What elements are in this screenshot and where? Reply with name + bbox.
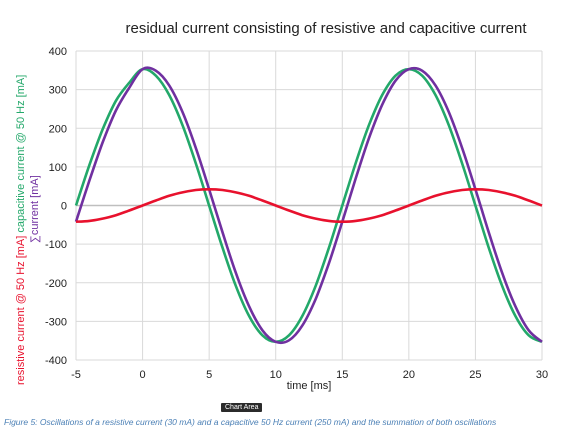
y-label-sum: ∑current [mA] xyxy=(29,175,41,243)
series-capacitive-line xyxy=(74,67,543,344)
y-tick-label: -200 xyxy=(45,278,67,290)
series-resistive-line xyxy=(75,188,543,223)
chart[interactable]: residual current consisting of resistive… xyxy=(0,0,586,400)
x-tick-label: 20 xyxy=(403,369,415,381)
x-axis-ticks: -5 0 5 10 15 20 25 30 xyxy=(71,369,548,381)
y-axis-ticks: -400 -300 -200 -100 0 100 200 300 400 xyxy=(45,46,67,367)
y-axis-label: resistive current @ 50 Hz [mA] capacitiv… xyxy=(15,75,41,385)
y-axis-label-main: resistive current @ 50 Hz [mA] capacitiv… xyxy=(15,75,27,385)
y-label-capacitive: capacitive current @ 50 Hz [mA] xyxy=(15,75,27,233)
y-tick-label: 400 xyxy=(49,46,67,58)
x-tick-label: 30 xyxy=(536,369,548,381)
y-tick-label: 0 xyxy=(61,201,67,213)
chart-title: residual current consisting of resistive… xyxy=(125,20,527,37)
series-group xyxy=(74,66,543,345)
x-tick-label: 15 xyxy=(336,369,348,381)
x-tick-label: 5 xyxy=(206,369,212,381)
x-tick-label: -5 xyxy=(71,369,81,381)
x-tick-label: 0 xyxy=(140,369,146,381)
y-tick-label: -400 xyxy=(45,355,67,367)
chart-area-tooltip: Chart Area xyxy=(221,403,263,412)
x-axis-label: time [ms] xyxy=(287,380,332,392)
y-tick-label: 200 xyxy=(49,123,67,135)
y-tick-label: 100 xyxy=(49,162,67,174)
x-tick-label: 10 xyxy=(270,369,282,381)
y-tick-label: 300 xyxy=(49,85,67,97)
y-tick-label: -100 xyxy=(45,239,67,251)
figure-caption: Figure 5: Oscillations of a resistive cu… xyxy=(4,417,497,427)
x-tick-label: 25 xyxy=(469,369,481,381)
y-tick-label: -300 xyxy=(45,316,67,328)
series-sum-line xyxy=(74,66,543,345)
y-label-resistive: resistive current @ 50 Hz [mA] xyxy=(15,233,27,385)
